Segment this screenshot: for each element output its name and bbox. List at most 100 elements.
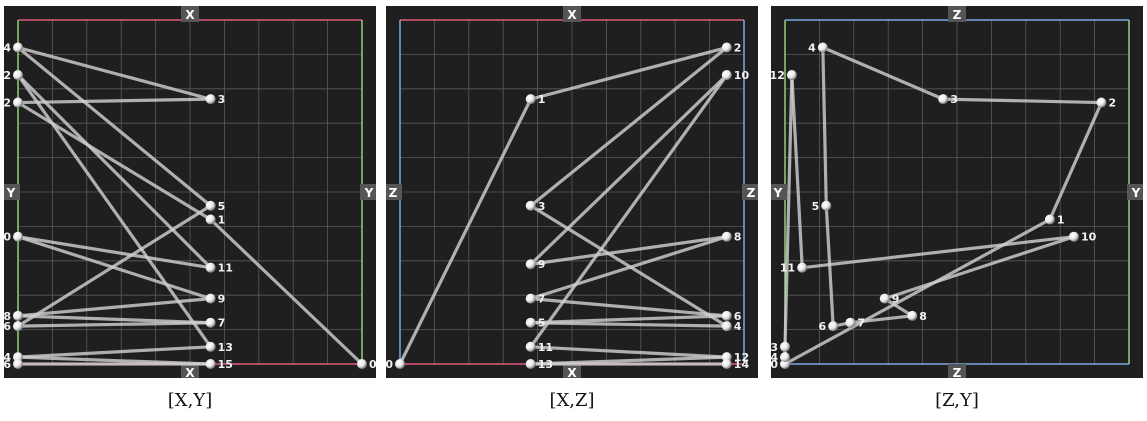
axis-tag-box (948, 364, 966, 378)
node-label-7: 7 (857, 317, 865, 330)
node-15 (205, 359, 216, 369)
node-label-3: 3 (950, 93, 958, 106)
node-3 (938, 94, 949, 105)
edge-9-10 (529, 73, 729, 266)
node-label-4: 4 (734, 320, 742, 333)
axis-tag-top: X (181, 6, 199, 22)
node-label-10: 10 (734, 69, 750, 82)
plot-panel-xz: X X Z Z 0 1 2 3 4 5 6 7 8 9 10 11 12 13 14 (386, 6, 758, 378)
node-label-1: 1 (538, 93, 546, 106)
edge-10-11 (529, 73, 729, 349)
node-label-4: 4 (808, 42, 816, 55)
node-label-15: 15 (218, 358, 233, 371)
node-4 (817, 42, 828, 53)
edge-10-11 (16, 235, 213, 270)
node-16 (13, 359, 23, 369)
node-label-9: 9 (218, 293, 226, 306)
edges (398, 45, 729, 366)
edge-3-4 (529, 204, 729, 328)
node-label-10: 10 (4, 231, 11, 244)
edge-3-4 (821, 45, 945, 101)
node-6 (721, 310, 732, 321)
node-label-0: 0 (386, 358, 393, 371)
projection-xy-svg: XXYY012345678910111213141516 (4, 6, 376, 378)
edge-9-10 (883, 235, 1076, 301)
node-4 (721, 321, 732, 332)
edge-2-3 (529, 45, 729, 208)
node-0 (395, 359, 405, 369)
node-9 (205, 293, 216, 304)
nodes: 012345678910111213141516 (4, 42, 376, 371)
axis-tag-text: Z (747, 186, 756, 200)
axis-tag-text: Y (6, 186, 16, 200)
edge-4-5 (16, 45, 213, 208)
node-label-5: 5 (538, 317, 546, 330)
axis-tag-text: Y (773, 186, 783, 200)
node-label-9: 9 (538, 258, 546, 271)
node-5 (525, 317, 536, 328)
node-label-14: 14 (771, 351, 778, 364)
edge-11-12 (16, 73, 213, 270)
node-6 (13, 321, 23, 332)
node-12 (721, 352, 732, 363)
axis-tag-box (181, 6, 199, 22)
node-label-0: 0 (369, 358, 376, 371)
edge-11-12 (790, 73, 804, 270)
node-11 (797, 262, 808, 273)
grid-lines (785, 20, 1129, 364)
axis-tag-box (948, 6, 966, 22)
node-5 (821, 200, 832, 211)
edge-7-8 (16, 314, 213, 325)
node-label-11: 11 (780, 262, 795, 275)
node-label-9: 9 (892, 293, 900, 306)
node-10 (1068, 231, 1079, 242)
node-1 (1044, 214, 1055, 225)
edge-9-10 (16, 235, 213, 301)
caption-xz: [X,Z] (549, 390, 595, 411)
node-9 (525, 259, 536, 270)
edge-3-4 (16, 45, 213, 101)
node-3 (525, 200, 536, 211)
node-label-14: 14 (4, 351, 11, 364)
axis-tag-box (771, 184, 787, 200)
edge-12-13 (16, 73, 213, 349)
node-0 (357, 359, 367, 369)
edge-1-2 (1048, 100, 1104, 222)
node-2 (721, 42, 732, 53)
node-label-2: 2 (1108, 97, 1116, 110)
node-label-7: 7 (218, 317, 226, 330)
axis-tag-bottom: X (563, 364, 581, 378)
edge-1-2 (529, 45, 729, 101)
node-label-13: 13 (218, 341, 233, 354)
edge-13-14 (16, 345, 213, 359)
axis-tag-text: Z (953, 366, 962, 378)
node-9 (879, 293, 890, 304)
axis-tag-box (4, 184, 20, 200)
grid-lines (400, 20, 744, 364)
axis-tag-text: X (185, 366, 195, 378)
node-label-11: 11 (218, 262, 233, 275)
edge-2-3 (16, 97, 213, 105)
plot-panel-xy: XXYY012345678910111213141516 (4, 6, 376, 378)
axis-tag-text: X (567, 366, 577, 378)
node-label-12: 12 (771, 69, 785, 82)
edge-11-12 (529, 345, 729, 359)
axis-tag-right: Z (742, 184, 758, 200)
edge-12-13 (783, 73, 794, 349)
axis-tag-box (360, 184, 376, 200)
node-label-3: 3 (218, 93, 226, 106)
node-label-13: 13 (538, 358, 553, 371)
node-label-11: 11 (538, 341, 553, 354)
node-label-5: 5 (218, 200, 226, 213)
node-label-5: 5 (812, 200, 820, 213)
edge-7-8 (848, 314, 914, 325)
node-label-6: 6 (819, 320, 827, 333)
node-14 (721, 359, 732, 369)
node-2 (1096, 97, 1107, 108)
node-1 (525, 94, 536, 105)
caption-xy: [X,Y] (167, 390, 213, 411)
node-label-14: 14 (734, 358, 750, 371)
node-label-16: 16 (4, 358, 11, 371)
plot-panel-zy: ZZYY01234567891011121314 (771, 6, 1143, 378)
